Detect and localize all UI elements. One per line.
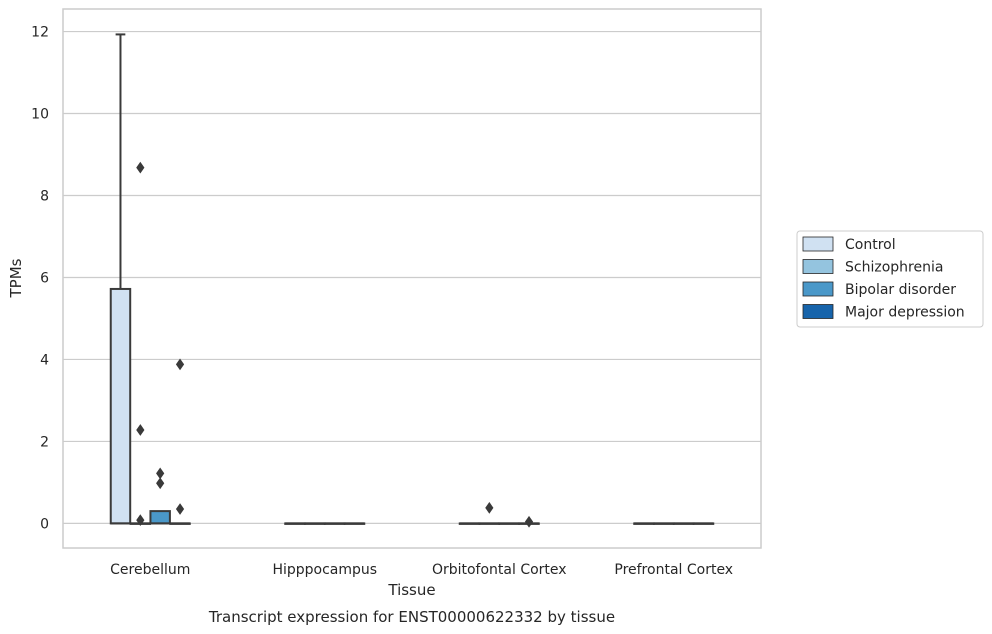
outlier-point [156, 477, 165, 490]
x-tick-label: Orbitofontal Cortex [432, 562, 567, 578]
box-bipolar-disorder [149, 510, 171, 525]
box-plots [109, 33, 715, 528]
outlier-point [175, 358, 185, 371]
y-tick-label: 10 [31, 107, 49, 123]
gridlines [63, 30, 761, 525]
outlier-point [156, 467, 165, 480]
plot-frame [62, 8, 762, 549]
legend-swatch [802, 281, 834, 297]
legend-label: Schizophrenia [845, 260, 943, 276]
chart-title: Transcript expression for ENST0000062233… [208, 608, 615, 626]
y-tick-label: 0 [40, 516, 49, 532]
x-tick-label: Cerebellum [110, 562, 190, 578]
outlier-point [485, 501, 494, 514]
outlier-point [175, 503, 185, 515]
legend: Control Schizophrenia Bipolar disorder Majo… [796, 230, 984, 328]
outlier-point [136, 161, 145, 174]
x-axis-label: Tissue [387, 581, 435, 599]
y-tick-label: 2 [40, 434, 49, 450]
legend-label: Major depression [845, 305, 965, 321]
y-tick-label: 6 [40, 270, 49, 286]
y-tick-labels: 0 2 4 6 8 10 12 [31, 25, 49, 533]
box-control [109, 287, 132, 525]
legend-swatch [802, 304, 834, 319]
legend-swatch [802, 236, 834, 252]
y-axis-label: TPMs [7, 258, 25, 298]
legend-label: Control [845, 237, 896, 253]
outlier-point [136, 424, 145, 436]
outlier-point [136, 514, 145, 526]
x-tick-label: Hipppocampus [272, 562, 377, 578]
y-tick-label: 4 [40, 352, 49, 368]
x-tick-labels: Cerebellum Hipppocampus Orbitofontal Corte… [110, 562, 733, 578]
y-tick-label: 12 [31, 25, 49, 41]
legend-swatch [802, 259, 834, 274]
legend-label: Bipolar disorder [845, 282, 956, 298]
x-tick-label: Prefrontal Cortex [614, 562, 733, 578]
legend-frame [796, 230, 984, 328]
y-tick-label: 8 [40, 188, 49, 204]
outlier-point [524, 515, 534, 528]
